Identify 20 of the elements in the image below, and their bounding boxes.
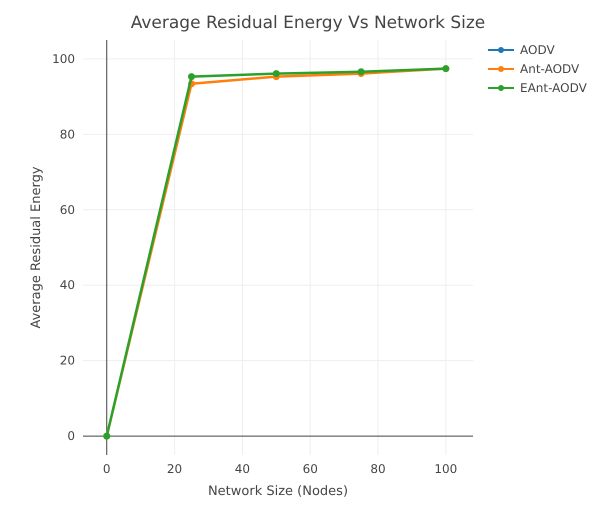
x-tick-label: 20 <box>166 462 182 476</box>
legend-label: EAnt-AODV <box>520 81 588 95</box>
y-tick-label: 100 <box>52 52 75 66</box>
y-tick-label: 20 <box>60 354 75 368</box>
y-axis-title: Average Residual Energy <box>29 166 44 329</box>
x-tick-label: 60 <box>302 462 318 476</box>
x-axis-title: Network Size (Nodes) <box>208 484 348 499</box>
y-tick-label: 60 <box>60 202 75 217</box>
x-tick-label: 40 <box>234 462 250 476</box>
legend-label: Ant-AODV <box>520 62 580 76</box>
y-tick-label: 40 <box>60 278 75 292</box>
y-tick-label: 80 <box>60 127 75 142</box>
legend-label: AODV <box>520 43 556 57</box>
y-tick-label: 0 <box>67 429 75 444</box>
chart-title: Average Residual Energy Vs Network Size <box>130 13 486 33</box>
x-tick-label: 0 <box>102 462 111 476</box>
point <box>188 73 196 80</box>
x-tick-label: 80 <box>370 462 386 476</box>
point <box>272 70 280 78</box>
x-tick-label: 100 <box>434 462 458 476</box>
